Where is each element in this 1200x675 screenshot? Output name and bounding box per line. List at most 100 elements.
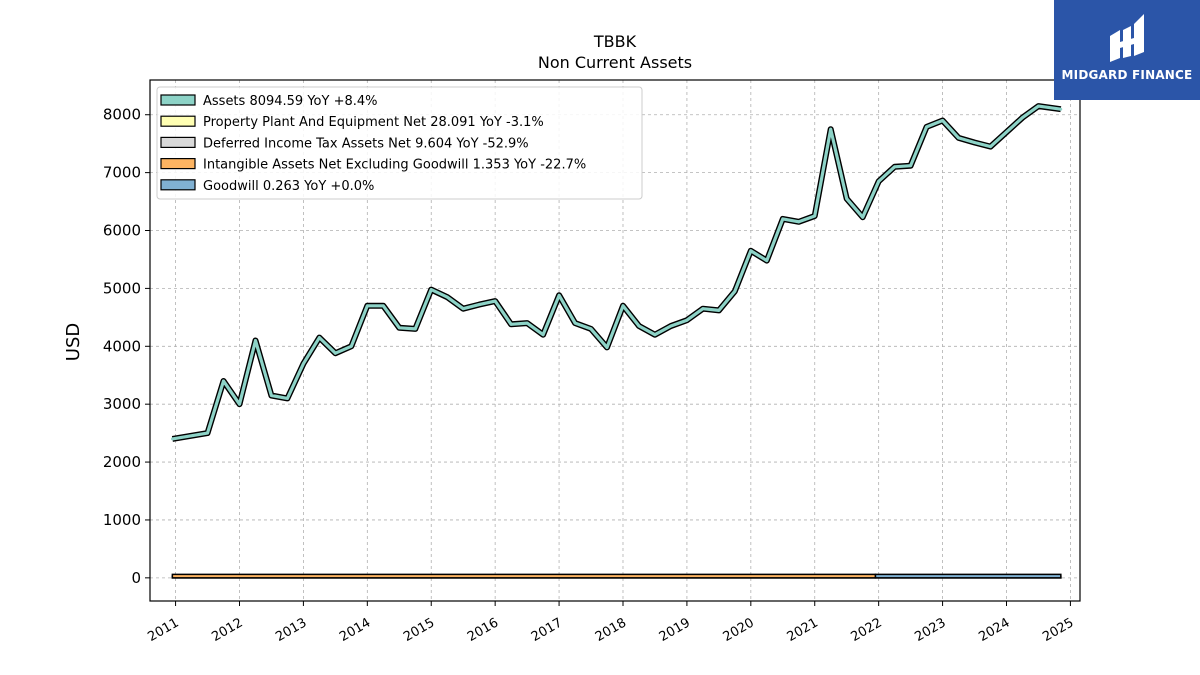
assets-point	[845, 197, 849, 201]
legend-label: Property Plant And Equipment Net 28.091 …	[203, 115, 544, 130]
legend-label: Intangible Assets Net Excluding Goodwill…	[203, 158, 586, 173]
y-tick-label: 5000	[103, 279, 141, 297]
assets-point	[781, 217, 785, 221]
assets-point	[1059, 107, 1063, 111]
assets-point	[877, 179, 881, 183]
legend-swatch	[160, 115, 196, 127]
assets-point	[238, 402, 241, 406]
x-tick-label: 2011	[145, 615, 181, 645]
y-axis-label: USD	[63, 323, 84, 361]
assets-point	[222, 379, 225, 383]
x-tick-label: 2018	[593, 615, 629, 645]
assets-point	[909, 164, 913, 168]
area-series-3	[171, 573, 877, 579]
assets-point	[493, 299, 497, 303]
assets-point	[733, 289, 737, 293]
x-tick-label: 2021	[785, 615, 821, 645]
assets-point	[477, 303, 481, 307]
legend-swatch	[160, 179, 196, 191]
midgard-finance-logo: MIDGARD FINANCE	[1054, 0, 1200, 100]
x-tick-label: 2019	[657, 615, 693, 645]
assets-point	[941, 119, 944, 122]
x-tick-label: 2013	[273, 615, 309, 645]
assets-point	[381, 304, 385, 308]
assets-point	[333, 351, 337, 355]
assets-point	[605, 346, 609, 349]
assets-point	[445, 295, 449, 299]
x-tick-label: 2025	[1040, 615, 1076, 645]
assets-point	[685, 318, 689, 322]
x-tick-label: 2017	[529, 615, 565, 645]
x-tick-label: 2022	[848, 615, 884, 645]
assets-point	[541, 333, 545, 337]
assets-point	[717, 308, 721, 312]
y-tick-label: 1000	[103, 511, 141, 529]
assets-point	[317, 336, 321, 340]
chart-subtitle: Non Current Assets	[538, 53, 692, 72]
legend-label: Assets 8094.59 YoY +8.4%	[203, 94, 378, 109]
y-tick-label: 8000	[103, 106, 141, 124]
area-series-4	[874, 573, 1062, 579]
x-tick-label: 2024	[976, 615, 1012, 645]
y-axis: 0 1000 2000 3000 4000 5000 6000 7000 8000	[103, 106, 150, 587]
assets-point	[957, 136, 960, 140]
assets-point	[1005, 130, 1008, 134]
assets-point	[989, 145, 992, 148]
logo-mark-icon	[1110, 14, 1144, 62]
y-tick-label: 6000	[103, 222, 141, 240]
assets-point	[1037, 104, 1040, 108]
assets-point	[270, 394, 273, 397]
legend-label: Goodwill 0.263 YoY +0.0%	[203, 179, 374, 194]
assets-point	[525, 321, 529, 325]
assets-point	[254, 339, 257, 342]
assets-point	[286, 396, 289, 400]
assets-point	[170, 437, 174, 441]
assets-point	[765, 259, 769, 263]
assets-point	[397, 326, 401, 330]
assets-point	[749, 249, 753, 253]
assets-point	[429, 288, 433, 291]
x-tick-label: 2014	[337, 615, 373, 645]
assets-point	[365, 304, 369, 308]
legend-swatch	[160, 158, 196, 170]
assets-point	[1021, 116, 1024, 120]
stacked-areas	[171, 573, 1062, 579]
assets-point	[302, 362, 305, 366]
assets-point	[637, 324, 641, 328]
assets-point	[557, 293, 561, 297]
assets-point	[621, 304, 625, 308]
x-tick-label: 2023	[912, 615, 948, 645]
assets-point	[573, 321, 577, 325]
assets-point	[701, 307, 705, 311]
x-tick-label: 2015	[401, 615, 437, 645]
legend: Assets 8094.59 YoY +8.4% Property Plant A…	[156, 86, 643, 200]
assets-point	[893, 165, 897, 169]
y-tick-label: 7000	[103, 164, 141, 182]
legend-box	[156, 86, 643, 200]
assets-point	[413, 327, 417, 331]
assets-point	[861, 215, 865, 219]
assets-point	[925, 125, 928, 129]
plot-frame	[149, 79, 1081, 602]
logo-text: MIDGARD FINANCE	[1061, 68, 1193, 82]
y-tick-label: 4000	[103, 337, 141, 355]
assets-point	[829, 127, 833, 131]
series-lines	[170, 103, 1063, 442]
assets-point	[349, 344, 353, 348]
assets-point	[206, 431, 209, 435]
assets-point	[669, 324, 673, 328]
x-tick-label: 2016	[465, 615, 501, 645]
x-tick-label: 2012	[209, 615, 245, 645]
assets-point	[509, 322, 513, 326]
y-tick-label: 2000	[103, 453, 141, 471]
legend-swatch	[160, 136, 196, 148]
legend-label: Deferred Income Tax Assets Net 9.604 YoY…	[203, 136, 529, 151]
assets-point	[461, 307, 465, 311]
y-tick-label: 3000	[103, 395, 141, 413]
x-axis: 2011 2012 2013 2014 2015 2016 2017 2018 2019 2020…	[145, 601, 1076, 645]
chart-title: TBBK	[593, 32, 637, 51]
y-tick-label: 0	[131, 569, 141, 587]
legend-swatch	[160, 94, 196, 106]
x-tick-label: 2020	[721, 615, 757, 645]
